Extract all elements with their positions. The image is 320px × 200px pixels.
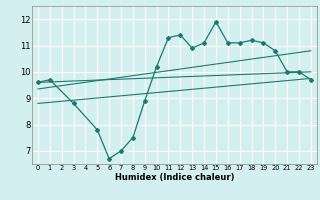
X-axis label: Humidex (Indice chaleur): Humidex (Indice chaleur) <box>115 173 234 182</box>
